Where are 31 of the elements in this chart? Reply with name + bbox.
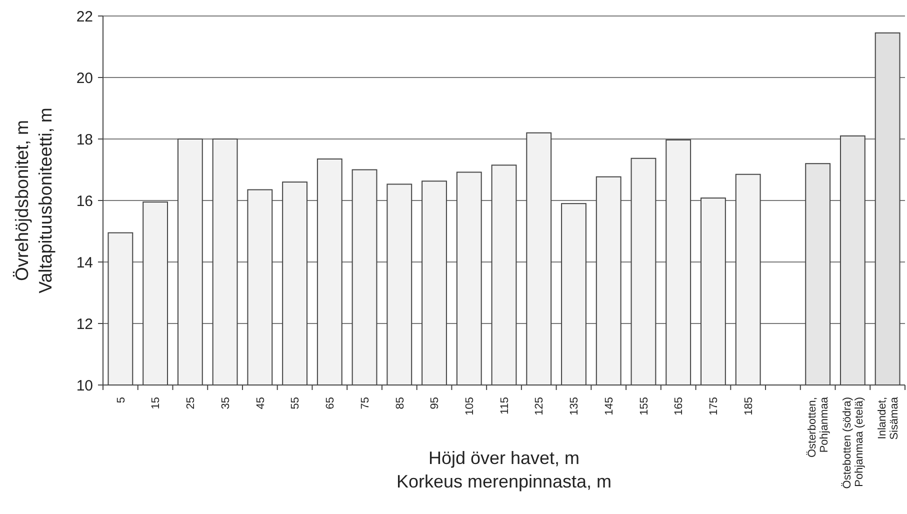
y-tick-label: 10: [76, 377, 93, 394]
x-tick-label: 105: [464, 397, 476, 416]
x-tick-label: 35: [220, 397, 232, 410]
x-tick-label: 15: [150, 397, 162, 410]
x-tick-label: 135: [568, 397, 581, 416]
x-tick-label: 25: [185, 397, 198, 410]
x-axis-title: Höjd över havet, m Korkeus merenpinnasta, m: [396, 448, 612, 492]
y-tick-label: 14: [76, 254, 93, 272]
y-axis-title: Övrehöjdsbonitet, m Valtapituusboniteetti, m: [12, 108, 56, 294]
x-tick-label: 125: [534, 397, 546, 416]
x-tick-label: 145: [603, 397, 616, 416]
x-tick-label: 5: [115, 397, 128, 404]
y-tick-label: 20: [76, 70, 93, 87]
x-tick-label: 95: [429, 397, 442, 410]
y-tick-label: 12: [76, 316, 93, 333]
x-tick-label: Östebotten (södra) Pohjanmaa (etelä): [840, 397, 866, 489]
x-tick-label: 165: [673, 397, 686, 416]
x-tick-label: 155: [638, 397, 650, 416]
x-tick-label: 55: [290, 397, 302, 410]
x-tick-label: 175: [708, 397, 720, 416]
y-tick-label: 18: [76, 131, 93, 148]
x-tick-label: 75: [359, 397, 372, 410]
x-tick-label: 85: [394, 397, 406, 410]
x-tick-label: 115: [498, 397, 511, 415]
x-tick-label: 185: [742, 397, 755, 416]
x-tick-label: Inlandet, Sisämaa: [876, 396, 900, 440]
x-tick-label: 65: [324, 397, 336, 410]
x-tick-label: 45: [254, 397, 267, 410]
x-tick-label: Österbotten, Pohjanmaa: [806, 396, 831, 458]
y-tick-label: 16: [76, 192, 93, 210]
y-tick-label: 22: [76, 8, 93, 26]
